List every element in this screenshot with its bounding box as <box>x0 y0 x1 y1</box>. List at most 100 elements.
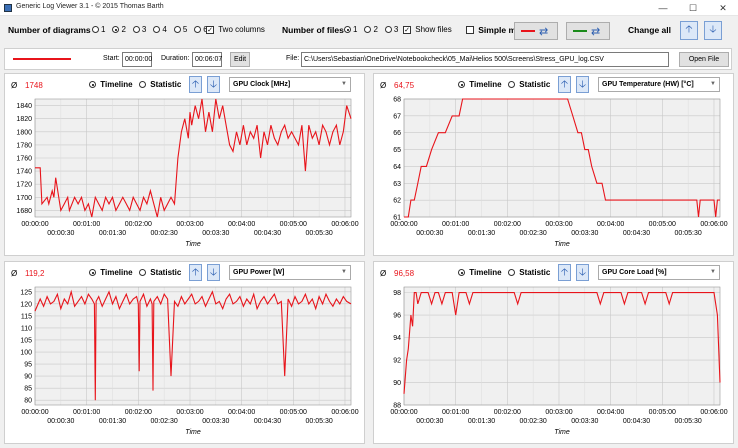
timeline-option[interactable]: Timeline <box>458 268 502 277</box>
statistic-option[interactable]: Statistic <box>508 268 550 277</box>
red-series-color-button[interactable]: ⇄ <box>514 22 558 40</box>
minimize-button[interactable]: — <box>658 3 668 13</box>
x-tick-label: 00:03:30 <box>202 418 229 425</box>
move-up-button[interactable]: 🡡 <box>558 76 571 93</box>
metric-select[interactable]: GPU Core Load [%] ▼ <box>598 265 720 280</box>
average-value: 119,2 <box>25 269 45 278</box>
green-series-color-button[interactable]: ⇄ <box>566 22 610 40</box>
y-tick-label: 105 <box>20 337 32 344</box>
diagrams-radio-5[interactable]: 5 <box>173 25 187 34</box>
metric-select-value: GPU Clock [MHz] <box>233 81 291 88</box>
diagrams-radio-1[interactable]: 1 <box>92 25 105 34</box>
diagrams-radio-4[interactable]: 4 <box>153 25 167 34</box>
start-input[interactable]: 00:00:00 <box>122 52 152 67</box>
chart-panel-2: Ø 64,75 Timeline Statistic 🡡 🡣 GPU Tempe… <box>373 73 734 256</box>
files-radio-1[interactable]: 1 <box>344 25 357 34</box>
x-tick-label: 00:03:30 <box>571 418 598 425</box>
timeline-option[interactable]: Timeline <box>89 80 133 89</box>
x-axis-title: Time <box>554 429 570 436</box>
statistic-option[interactable]: Statistic <box>508 80 550 89</box>
open-file-button[interactable]: Open File <box>679 52 729 67</box>
y-tick-label: 94 <box>393 335 401 342</box>
x-tick-label: 00:00:30 <box>47 418 74 425</box>
close-button[interactable]: ✕ <box>719 3 727 13</box>
simple-mode-option[interactable]: Simple mode <box>466 25 531 35</box>
move-down-button[interactable]: 🡣 <box>576 76 589 93</box>
files-radio-label: 2 <box>373 25 378 35</box>
move-down-button[interactable]: 🡣 <box>207 264 220 281</box>
x-tick-label: 00:05:00 <box>649 409 676 416</box>
timeline-option[interactable]: Timeline <box>89 268 133 277</box>
two-columns-label: Two columns <box>218 25 265 35</box>
radio-dot[interactable] <box>112 26 120 34</box>
metric-select[interactable]: GPU Temperature (HW) [°C] ▼ <box>598 77 720 92</box>
timeline-radio[interactable] <box>89 269 96 277</box>
x-tick-label: 00:03:00 <box>545 409 572 416</box>
move-up-button[interactable]: 🡡 <box>189 264 202 281</box>
move-up-all-button[interactable]: 🡡 <box>680 21 698 40</box>
x-tick-label: 00:02:00 <box>494 221 521 228</box>
maximize-button[interactable]: ☐ <box>688 3 698 13</box>
statistic-radio[interactable] <box>508 81 515 89</box>
timeline-label: Timeline <box>100 268 133 278</box>
file-path-input[interactable]: C:\Users\Sebastian\OneDrive\Notebookchec… <box>301 52 669 67</box>
y-tick-label: 1840 <box>16 103 32 110</box>
diagrams-radio-6[interactable]: 6 <box>194 25 208 34</box>
timeline-option[interactable]: Timeline <box>458 80 502 89</box>
line-chart: 61 62 63 64 65 66 67 68 00:00:00 00:01:00 00:02:00… <box>390 97 727 249</box>
radio-dot[interactable] <box>173 26 181 34</box>
files-radio-3[interactable]: 3 <box>384 25 398 34</box>
diagrams-radio-3[interactable]: 3 <box>132 25 146 34</box>
move-up-button[interactable]: 🡡 <box>189 76 202 93</box>
x-tick-label: 00:03:00 <box>176 409 203 416</box>
line-chart: 88 90 92 94 96 98 00:00:00 00:01:00 00:02:00 00:0… <box>390 286 728 436</box>
statistic-radio[interactable] <box>139 81 146 89</box>
metric-select[interactable]: GPU Clock [MHz] ▼ <box>229 77 351 92</box>
y-tick-label: 1780 <box>16 142 32 149</box>
timeline-radio[interactable] <box>458 269 465 277</box>
radio-dot[interactable] <box>194 26 202 34</box>
metric-select-value: GPU Core Load [%] <box>602 269 667 276</box>
x-tick-label: 00:00:30 <box>47 230 74 237</box>
diagrams-radio-2[interactable]: 2 <box>112 25 126 34</box>
move-up-button[interactable]: 🡡 <box>558 264 571 281</box>
radio-dot[interactable] <box>364 26 372 34</box>
radio-dot[interactable] <box>132 26 140 34</box>
radio-dot[interactable] <box>344 26 351 34</box>
move-down-all-button[interactable]: 🡣 <box>704 21 722 40</box>
x-tick-label: 00:01:00 <box>442 221 469 228</box>
edit-button[interactable]: Edit <box>230 52 250 67</box>
statistic-label: Statistic <box>519 268 551 278</box>
x-tick-label: 00:00:00 <box>390 409 417 416</box>
timeline-radio[interactable] <box>89 81 96 89</box>
metric-select[interactable]: GPU Power [W] ▼ <box>229 265 351 280</box>
y-tick-label: 110 <box>21 325 32 332</box>
two-columns-checkbox[interactable]: ✓ <box>206 25 214 34</box>
radio-dot[interactable] <box>384 26 392 34</box>
statistic-option[interactable]: Statistic <box>139 80 181 89</box>
show-files-checkbox[interactable]: ✓ <box>403 25 411 34</box>
diagram-count-radios: 1 2 3 4 5 6 <box>92 25 215 34</box>
radio-dot[interactable] <box>92 26 99 34</box>
move-down-button[interactable]: 🡣 <box>576 264 589 281</box>
show-files-option[interactable]: ✓ Show files <box>403 25 452 34</box>
duration-input[interactable]: 00:06:07 <box>192 52 222 67</box>
move-down-button[interactable]: 🡣 <box>207 76 220 93</box>
simple-mode-checkbox[interactable] <box>466 26 474 34</box>
metric-select-value: GPU Power [W] <box>233 269 285 276</box>
plot-border <box>34 286 352 406</box>
files-radio-2[interactable]: 2 <box>364 25 378 35</box>
statistic-radio[interactable] <box>508 269 515 277</box>
x-tick-label: 00:05:30 <box>306 418 333 425</box>
statistic-option[interactable]: Statistic <box>139 268 181 277</box>
swap-icon: ⇄ <box>591 26 600 38</box>
timeline-label: Timeline <box>100 80 133 90</box>
radio-dot[interactable] <box>153 26 161 34</box>
two-columns-option[interactable]: ✓ Two columns <box>206 25 265 34</box>
statistic-radio[interactable] <box>139 269 146 277</box>
x-tick-label: 00:00:00 <box>21 221 48 228</box>
x-axis-title: Time <box>185 241 201 248</box>
y-tick-label: 88 <box>393 403 401 410</box>
swap-icon: ⇄ <box>539 26 548 38</box>
timeline-radio[interactable] <box>458 81 465 89</box>
